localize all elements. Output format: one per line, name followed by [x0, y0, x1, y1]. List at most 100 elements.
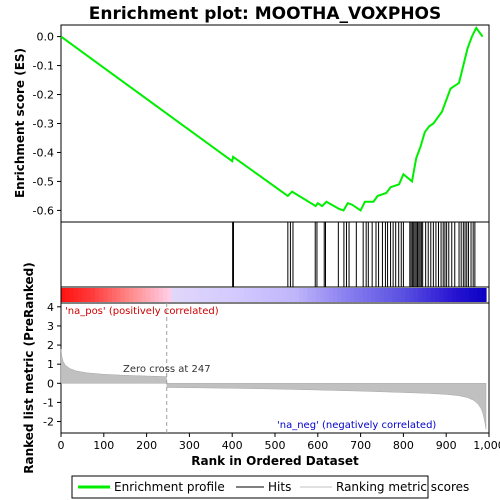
color-bar-segment — [473, 288, 479, 302]
x-tick-label: 900 — [436, 439, 457, 452]
color-bar-segment — [413, 288, 419, 302]
color-bar-segment — [103, 288, 109, 302]
x-axis: 0 100 200 300 400 500 600 700 800 900 1,000 — [58, 433, 500, 452]
color-bar-segment — [163, 288, 168, 302]
color-bar-segment — [371, 288, 377, 302]
metric-y-tick-label: 3 — [47, 320, 54, 333]
x-tick-label: 800 — [393, 439, 414, 452]
color-bar-segment — [316, 288, 321, 302]
color-bar-segment — [324, 288, 330, 302]
color-bar-segment — [214, 288, 219, 302]
metric-y-tick-label: 0 — [47, 377, 54, 390]
color-bar-segment — [248, 288, 253, 302]
color-bar-segment — [99, 288, 105, 302]
color-bar-segment — [469, 288, 474, 302]
color-bar-segment — [379, 288, 385, 302]
color-bar-segment — [282, 288, 287, 302]
color-bar-segment — [345, 288, 351, 302]
color-bar-segment — [401, 288, 406, 302]
es-y-tick-label: -0.6 — [33, 204, 54, 217]
color-bar-segment — [477, 288, 483, 302]
color-bar-segment — [180, 288, 185, 302]
color-bar-segment — [333, 288, 338, 302]
metric-y-axis-label: Ranked list metric (PreRanked) — [22, 262, 36, 474]
color-bar-segment — [231, 288, 236, 302]
legend-hits-label: Hits — [268, 480, 291, 494]
color-bar-segment — [218, 288, 224, 302]
metric-y-tick-label: 4 — [47, 301, 54, 314]
metric-y-tick-label: -1 — [43, 396, 54, 409]
color-bar-segment — [350, 288, 355, 302]
color-bar-segment — [124, 288, 130, 302]
color-bar-segment — [464, 288, 470, 302]
es-y-tick-label: -0.3 — [33, 118, 54, 131]
color-bar-segment — [481, 288, 487, 302]
color-bar-segment — [137, 288, 143, 302]
color-bar-segment — [222, 288, 228, 302]
color-bar-segment — [205, 288, 211, 302]
color-bar-segment — [252, 288, 258, 302]
legend-profile-label: Enrichment profile — [114, 480, 225, 494]
color-bar-segment — [171, 288, 177, 302]
metric-y-tick-label: 2 — [47, 339, 54, 352]
metric-y-tick-label: -2 — [43, 416, 54, 429]
color-bar-segment — [256, 288, 262, 302]
color-bar-segment — [146, 288, 151, 302]
es-y-tick-label: -0.1 — [33, 60, 54, 73]
color-bar-segment — [226, 288, 232, 302]
color-bar-segment — [260, 288, 266, 302]
color-bar-segment — [294, 288, 300, 302]
color-bar-segment — [426, 288, 432, 302]
es-panel-frame — [60, 24, 490, 223]
color-bar-segment — [129, 288, 134, 302]
legend: Enrichment profile Hits Ranking metric s… — [71, 475, 469, 499]
color-bar-segment — [175, 288, 181, 302]
color-bar-segment — [303, 288, 309, 302]
color-bar-segment — [201, 288, 207, 302]
color-bar-segment — [422, 288, 428, 302]
color-bar-segment — [384, 288, 389, 302]
x-tick-label: 100 — [93, 439, 114, 452]
color-bar-segment — [65, 288, 71, 302]
color-bar-segment — [456, 288, 462, 302]
color-bar-segment — [452, 288, 457, 302]
color-bar-segment — [112, 288, 117, 302]
color-bar-segment — [435, 288, 440, 302]
color-bar-segment — [354, 288, 360, 302]
color-bar-segment — [307, 288, 313, 302]
color-bar-segment — [375, 288, 381, 302]
color-bar-segment — [197, 288, 202, 302]
color-bar-segment — [358, 288, 364, 302]
color-bar-segment — [95, 288, 100, 302]
color-bar-segment — [328, 288, 334, 302]
color-bar-segment — [439, 288, 445, 302]
x-tick-label: 600 — [307, 439, 328, 452]
x-tick-label: 300 — [179, 439, 200, 452]
pos-annotation: 'na_pos' (positively correlated) — [65, 306, 219, 317]
color-bar-segment — [82, 288, 88, 302]
color-bar-segment — [154, 288, 160, 302]
color-bar-segment — [73, 288, 79, 302]
color-bar-segment — [392, 288, 398, 302]
metric-y-tick-label: 1 — [47, 358, 54, 371]
color-bar-segment — [167, 288, 173, 302]
color-bar-segment — [61, 288, 66, 302]
color-bar-segment — [235, 288, 241, 302]
color-bar-segment — [90, 288, 96, 302]
color-bar-segment — [311, 288, 317, 302]
color-bar-segment — [290, 288, 296, 302]
color-bar-segment — [320, 288, 326, 302]
x-tick-label: 500 — [265, 439, 286, 452]
color-bar-segment — [141, 288, 147, 302]
es-y-tick-label: 0.0 — [37, 31, 55, 44]
color-bar-segment — [192, 288, 198, 302]
x-tick-label: 0 — [58, 439, 65, 452]
color-bar-segment — [367, 288, 372, 302]
x-tick-label: 200 — [136, 439, 157, 452]
color-bar-segment — [269, 288, 275, 302]
x-tick-label: 400 — [222, 439, 243, 452]
color-bar-segment — [388, 288, 394, 302]
color-bar-segment — [409, 288, 415, 302]
es-y-axis: 0.0 -0.1 -0.2 -0.3 -0.4 -0.5 -0.6 — [33, 31, 61, 217]
